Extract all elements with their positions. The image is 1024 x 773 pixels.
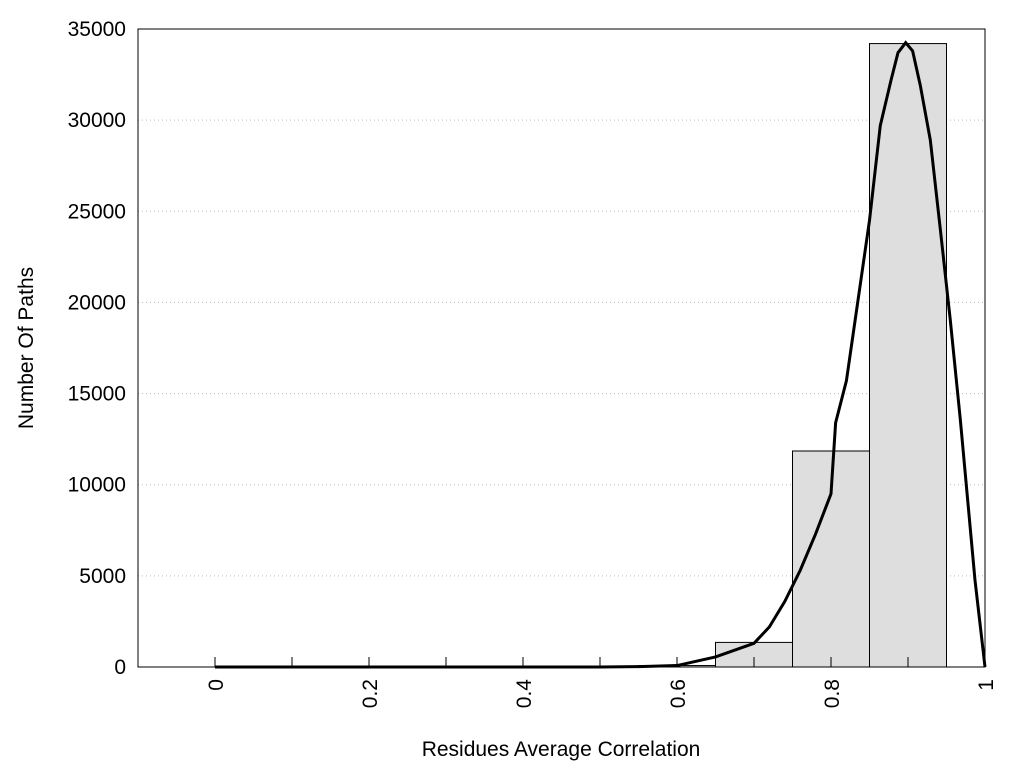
y-tick-label: 25000 xyxy=(68,200,126,223)
plot-frame xyxy=(137,28,986,668)
x-tick-label: 0.6 xyxy=(667,679,690,708)
y-tick-label: 5000 xyxy=(79,565,126,588)
x-tick-label: 0.4 xyxy=(513,679,536,709)
x-tick-label: 1 xyxy=(975,679,998,691)
x-axis-label: Residues Average Correlation xyxy=(422,738,701,761)
y-tick-label: 10000 xyxy=(68,474,126,497)
y-tick-label: 20000 xyxy=(68,291,126,314)
y-tick-label: 35000 xyxy=(68,18,126,41)
bar xyxy=(869,43,947,668)
y-tick-label: 15000 xyxy=(68,383,126,406)
y-tick-label: 0 xyxy=(114,656,126,679)
x-tick-label: 0 xyxy=(205,679,228,691)
x-tick-label: 0.8 xyxy=(821,679,844,708)
y-axis-label: Number Of Paths xyxy=(15,267,38,429)
x-tick-label: 0.2 xyxy=(359,679,382,708)
y-tick-label: 30000 xyxy=(68,109,126,132)
